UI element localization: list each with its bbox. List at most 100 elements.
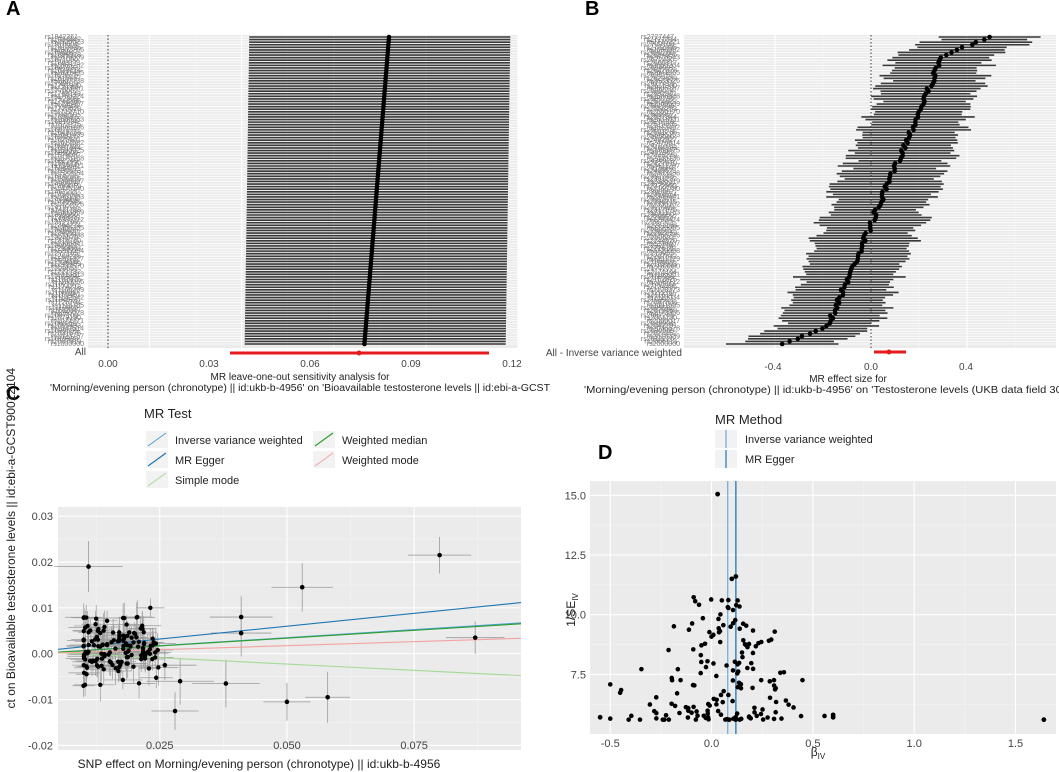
panel-a-snp-label: rs1546411 [51, 163, 84, 170]
panel-c-point [91, 643, 97, 648]
panel-d-y-ticks: 15.0 12.5 10.0 7.5 [565, 490, 586, 681]
panel-a-snp-label: rs1451383 [51, 194, 84, 201]
panel-c-point [120, 677, 126, 683]
panel-d-point [702, 641, 708, 647]
panel-b-point [807, 331, 813, 336]
panel-d-point [690, 682, 696, 688]
panel-b-snp-label: rs2366780 [647, 186, 680, 193]
panel-d-x-tick: 1.5 [1008, 738, 1023, 750]
panel-b-all-point [886, 349, 892, 355]
panel-b-snp-label: rs2134486 [644, 284, 677, 291]
panel-a-snp-label: rs1855252 [51, 62, 84, 69]
panel-c-point [86, 564, 91, 569]
panel-c-point [113, 665, 118, 671]
legend-line-weighted-median [314, 432, 334, 447]
panel-d-point [718, 712, 724, 718]
panel-c-point [81, 637, 86, 642]
panel-b-xlabel-line2: 'Morning/evening person (chronotype) || … [584, 385, 1059, 396]
panel-d-point [727, 717, 732, 722]
panel-a-snp-label: rs1768143 [48, 91, 81, 98]
panel-b-snp-label: rs2000000 [647, 341, 680, 348]
panel-c-point [116, 659, 121, 664]
panel-c-x-tick: 0.075 [400, 740, 428, 752]
panel-b-point [949, 50, 954, 55]
panel-b-snp-label: rs2702995 [644, 44, 677, 51]
panel-d-point [689, 621, 695, 626]
panel-b-snp-label: rs2409571 [644, 168, 677, 175]
panel-a-snp-label: rs1324679 [45, 235, 78, 242]
panel-a-snp-label: rs1554330 [48, 160, 81, 167]
panel-b: rs2000000rs2006113rs2012226rs2018339rs20… [546, 34, 1059, 396]
panel-b-point [795, 336, 801, 342]
panel-c-point [472, 635, 478, 640]
panel-b-snp-label: rs2629639 [644, 75, 677, 82]
panel-a-snp-label: rs1197975 [48, 277, 81, 284]
panel-c-point [94, 663, 100, 668]
panel-c-y-tick: 0.03 [32, 511, 53, 523]
panel-a-snp-label: rs1783981 [51, 86, 84, 93]
panel-d-point [743, 623, 749, 628]
panel-c-point [125, 633, 130, 639]
panel-c-point [81, 654, 87, 659]
panel-d-point [830, 714, 836, 720]
panel-c-point [116, 668, 121, 674]
panel-b-snp-label: rs2048904 [641, 320, 674, 327]
panel-b-snp-label: rs2220068 [647, 248, 680, 255]
panel-b-snp-label: rs2067243 [641, 313, 674, 320]
panel-d-point [705, 711, 711, 716]
panel-b-snp-label: rs2672430 [641, 57, 674, 64]
panel-a-snp-label: rs1514735 [45, 173, 78, 180]
legend-line-weighted-mode [314, 452, 334, 467]
panel-d-point [718, 692, 724, 698]
panel-c-point [136, 639, 142, 645]
panel-d-point [767, 695, 773, 701]
panel-c-point [104, 642, 110, 647]
panel-b-point [924, 86, 930, 91]
panel-b-snp-label: rs2403458 [647, 171, 680, 178]
panel-b-snp-label: rs2061130 [644, 315, 677, 322]
panel-b-point [892, 161, 898, 166]
panel-a-snp-label: rs1150461 [48, 292, 81, 299]
panel-c-point [142, 656, 148, 661]
panel-d-point [647, 702, 653, 707]
panel-b-point [837, 295, 842, 300]
panel-a-snp-label: rs1372193 [45, 220, 78, 227]
panel-d-point [698, 670, 703, 676]
panel-d-xlabel-sub: IV [818, 752, 826, 761]
panel-b-snp-label: rs2140599 [641, 282, 674, 289]
panel-a-snp-label: rs1205894 [45, 274, 78, 281]
panel-c-regression-line [57, 623, 522, 653]
panel-b-snp-label: rs2617413 [641, 80, 674, 87]
panel-d-point [741, 637, 746, 643]
panel-a-snp-label: rs1570168 [51, 155, 84, 162]
panel-b-snp-label: rs2256746 [647, 233, 680, 240]
panel-a-snp-label: rs1736467 [51, 101, 84, 108]
panel-b-snp-label: rs2268972 [641, 227, 674, 234]
panel-b-snp-label: rs2055017 [647, 318, 680, 325]
panel-c-point [124, 642, 130, 648]
panel-a-snp-label: rs1696872 [48, 114, 81, 121]
panel-a-snp-label: rs1380112 [51, 217, 84, 224]
panel-b-snp-label: rs2238407 [647, 240, 680, 247]
panel-b-snp-label: rs2568509 [647, 101, 680, 108]
panel-d-point [706, 717, 711, 722]
panel-b-snp-label: rs2715221 [647, 39, 680, 46]
panel-b-snp-label: rs2489040 [641, 135, 674, 142]
panel-d-point [721, 688, 726, 694]
panel-d-point [754, 713, 760, 719]
panel-d-point [760, 707, 765, 712]
panel-b-snp-label: rs2342328 [641, 197, 674, 204]
panel-d-point [666, 717, 672, 722]
panel-d-point [700, 615, 706, 621]
panel-d-point [798, 713, 804, 719]
panel-a-snp-label: rs1506816 [48, 176, 81, 183]
panel-b-snp-label: rs2623526 [647, 78, 680, 85]
panel-a-xlabel-line2: 'Morning/evening person (chronotype) || … [50, 383, 550, 394]
panel-a-snp-label: rs1633520 [45, 135, 78, 142]
panel-b-snp-label: rs2385119 [647, 178, 680, 185]
panel-d-point [690, 647, 696, 652]
panel-b-snp-label: rs2379006 [641, 181, 674, 188]
panel-d-point [768, 637, 774, 642]
panel-b-point [959, 45, 965, 50]
panel-d-point [750, 666, 756, 672]
